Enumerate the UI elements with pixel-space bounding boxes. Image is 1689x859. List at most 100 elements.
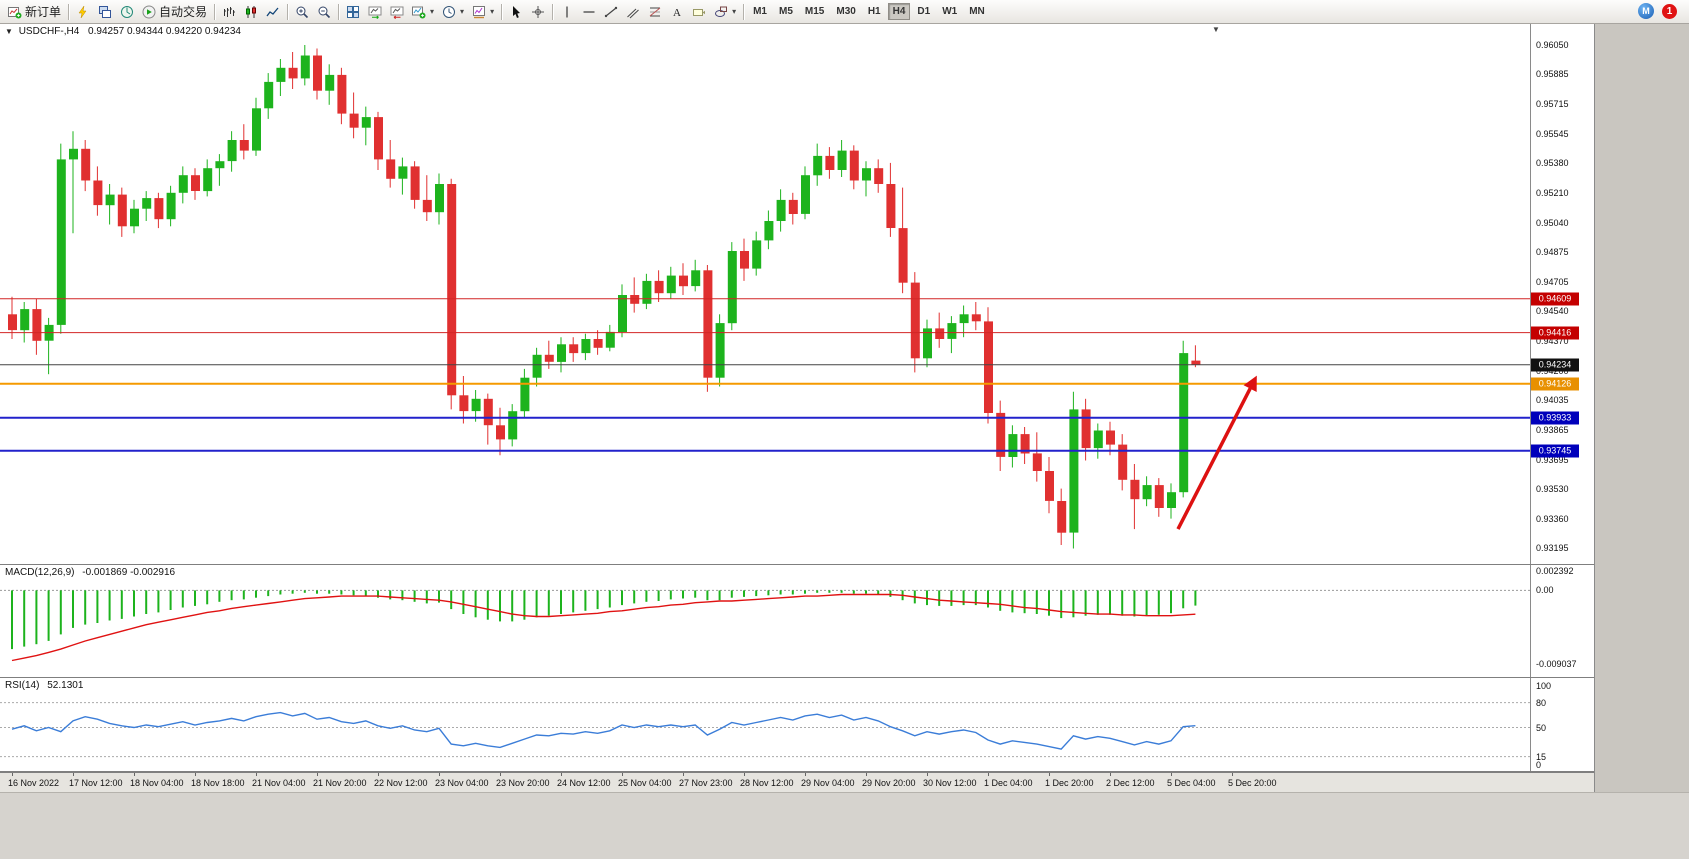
time-tick bbox=[378, 773, 379, 776]
timeframe-d1-button[interactable]: D1 bbox=[917, 6, 931, 17]
shapes-icon bbox=[715, 6, 728, 17]
price-axis-label: 0.93530 bbox=[1536, 483, 1569, 494]
text-icon: A bbox=[673, 7, 681, 19]
zoom-in-button[interactable] bbox=[291, 1, 313, 23]
candlestick-button[interactable] bbox=[240, 1, 262, 23]
time-axis-label: 2 Dec 12:00 bbox=[1106, 778, 1155, 788]
time-axis-label: 1 Dec 20:00 bbox=[1045, 778, 1094, 788]
price-axis-label: 0.96050 bbox=[1536, 40, 1569, 50]
price-pane: ▼ USDCHF-,H4 0.94257 0.94344 0.94220 0.9… bbox=[0, 24, 1594, 565]
time-tick bbox=[195, 773, 196, 776]
clock-icon bbox=[443, 5, 456, 18]
macd-axis[interactable]: 0.002392 0.00 -0.009037 bbox=[1530, 565, 1593, 677]
rsi-axis-label: 15 bbox=[1536, 751, 1547, 762]
rsi-axis[interactable]: 100 80 50 15 0 bbox=[1530, 678, 1593, 771]
chart-shift-marker[interactable]: ▼ bbox=[1212, 25, 1220, 34]
time-axis-label: 24 Nov 12:00 bbox=[557, 778, 611, 788]
timeframe-m1-button[interactable]: M1 bbox=[753, 6, 767, 17]
price-axis-label: 0.95210 bbox=[1536, 187, 1569, 198]
auto-scroll-button[interactable] bbox=[364, 1, 386, 23]
chart-shift-icon bbox=[390, 6, 404, 19]
macd-name: MACD(12,26,9) bbox=[5, 567, 75, 578]
trendline-button[interactable] bbox=[600, 1, 622, 23]
templates-button[interactable]: ▾ bbox=[468, 1, 498, 23]
autotrading-icon bbox=[142, 5, 156, 18]
timeframe-m15-button[interactable]: M15 bbox=[804, 6, 825, 17]
zoom-out-icon bbox=[318, 6, 331, 18]
time-axis-label: 25 Nov 04:00 bbox=[618, 778, 672, 788]
rsi-value: 52.1301 bbox=[47, 680, 84, 691]
hline-button[interactable] bbox=[578, 1, 600, 23]
candles-layer bbox=[8, 45, 1201, 549]
mql5-community-icon[interactable]: M bbox=[1638, 3, 1654, 19]
timeframe-m30-button[interactable]: M30 bbox=[836, 6, 856, 17]
time-axis-label: 27 Nov 23:00 bbox=[679, 778, 733, 788]
timeframe-h1-button[interactable]: H1 bbox=[867, 6, 881, 17]
crosshair-button[interactable] bbox=[527, 1, 549, 23]
main-chart-surface[interactable] bbox=[0, 24, 1530, 564]
time-tick bbox=[927, 773, 928, 776]
time-axis-label: 21 Nov 20:00 bbox=[313, 778, 367, 788]
new-order-button[interactable]: 新订单 bbox=[4, 1, 65, 23]
periods-button[interactable]: ▾ bbox=[438, 1, 468, 23]
cursor-button[interactable] bbox=[505, 1, 527, 23]
toolbar-separator bbox=[743, 3, 745, 20]
time-tick bbox=[988, 773, 989, 776]
rsi-surface[interactable] bbox=[0, 678, 1530, 771]
zoom-in-icon bbox=[296, 6, 309, 18]
time-axis-label: 21 Nov 04:00 bbox=[252, 778, 306, 788]
label-button[interactable] bbox=[688, 1, 710, 23]
timeframe-mn-button[interactable]: MN bbox=[969, 6, 985, 17]
timeframe-m5-button[interactable]: M5 bbox=[779, 6, 793, 17]
time-tick bbox=[500, 773, 501, 776]
autotrading-button-label: 自动交易 bbox=[159, 5, 208, 19]
tile-windows-button[interactable] bbox=[342, 1, 364, 23]
bar-chart-button[interactable] bbox=[218, 1, 240, 23]
channel-button[interactable] bbox=[622, 1, 644, 23]
text-button[interactable]: A bbox=[666, 1, 688, 23]
time-tick bbox=[866, 773, 867, 776]
line-chart-button[interactable] bbox=[262, 1, 284, 23]
charts-button[interactable] bbox=[72, 1, 94, 23]
time-axis-label: 18 Nov 18:00 bbox=[191, 778, 245, 788]
macd-surface[interactable] bbox=[0, 565, 1530, 677]
navigator-button[interactable] bbox=[116, 1, 138, 23]
price-axis[interactable]: 0.96050 0.95885 0.95715 0.95545 0.95380 0.952… bbox=[1530, 24, 1593, 564]
time-tick bbox=[256, 773, 257, 776]
time-axis-label: 29 Nov 20:00 bbox=[862, 778, 916, 788]
vline-button[interactable] bbox=[556, 1, 578, 23]
time-tick bbox=[1049, 773, 1050, 776]
time-tick bbox=[12, 773, 13, 776]
bar-chart-icon bbox=[224, 6, 236, 17]
time-axis-label: 5 Dec 20:00 bbox=[1228, 778, 1277, 788]
time-axis-label: 18 Nov 04:00 bbox=[130, 778, 184, 788]
time-axis-label: 1 Dec 04:00 bbox=[984, 778, 1033, 788]
zoom-out-button[interactable] bbox=[313, 1, 335, 23]
price-axis-label: 0.93195 bbox=[1536, 542, 1569, 553]
tile-windows-icon bbox=[347, 5, 360, 18]
time-axis-label: 23 Nov 04:00 bbox=[435, 778, 489, 788]
notification-badge[interactable]: 1 bbox=[1662, 3, 1677, 19]
one-click-trading-arrow[interactable]: ▼ bbox=[5, 27, 13, 36]
label-icon bbox=[693, 8, 706, 16]
autotrading-button[interactable]: 自动交易 bbox=[138, 1, 211, 23]
price-axis-label: 0.94875 bbox=[1536, 246, 1569, 257]
price-axis-label: 0.94705 bbox=[1536, 276, 1569, 287]
chart-ohlc: 0.94257 0.94344 0.94220 0.94234 bbox=[88, 26, 241, 37]
chart-shift-button[interactable] bbox=[386, 1, 408, 23]
rsi-line bbox=[11, 711, 1196, 750]
price-axis-label: 0.95885 bbox=[1536, 69, 1569, 79]
fibonacci-button[interactable] bbox=[644, 1, 666, 23]
shapes-button[interactable]: ▾ bbox=[710, 1, 740, 23]
timeframe-w1-button[interactable]: W1 bbox=[942, 6, 958, 17]
trend-arrow[interactable] bbox=[1176, 375, 1257, 530]
macd-axis-label: 0.00 bbox=[1536, 585, 1554, 596]
time-axis[interactable]: 16 Nov 2022 17 Nov 12:00 18 Nov 04:00 18 No… bbox=[0, 772, 1594, 792]
timeframe-h4-button[interactable]: H4 bbox=[887, 3, 911, 20]
marketwatch-button[interactable] bbox=[94, 1, 116, 23]
time-tick bbox=[1171, 773, 1172, 776]
price-badge-0.94126: 0.94126 bbox=[1531, 377, 1579, 391]
indicators-button[interactable]: ▾ bbox=[408, 1, 438, 23]
price-axis-label: 0.93865 bbox=[1536, 424, 1569, 435]
toolbar: 新订单 自动交易 ▾ ▾ ▾ A ▾ M1 M5 M15 M30 H1 H4 D1 W1 MN M 1 bbox=[0, 0, 1689, 24]
